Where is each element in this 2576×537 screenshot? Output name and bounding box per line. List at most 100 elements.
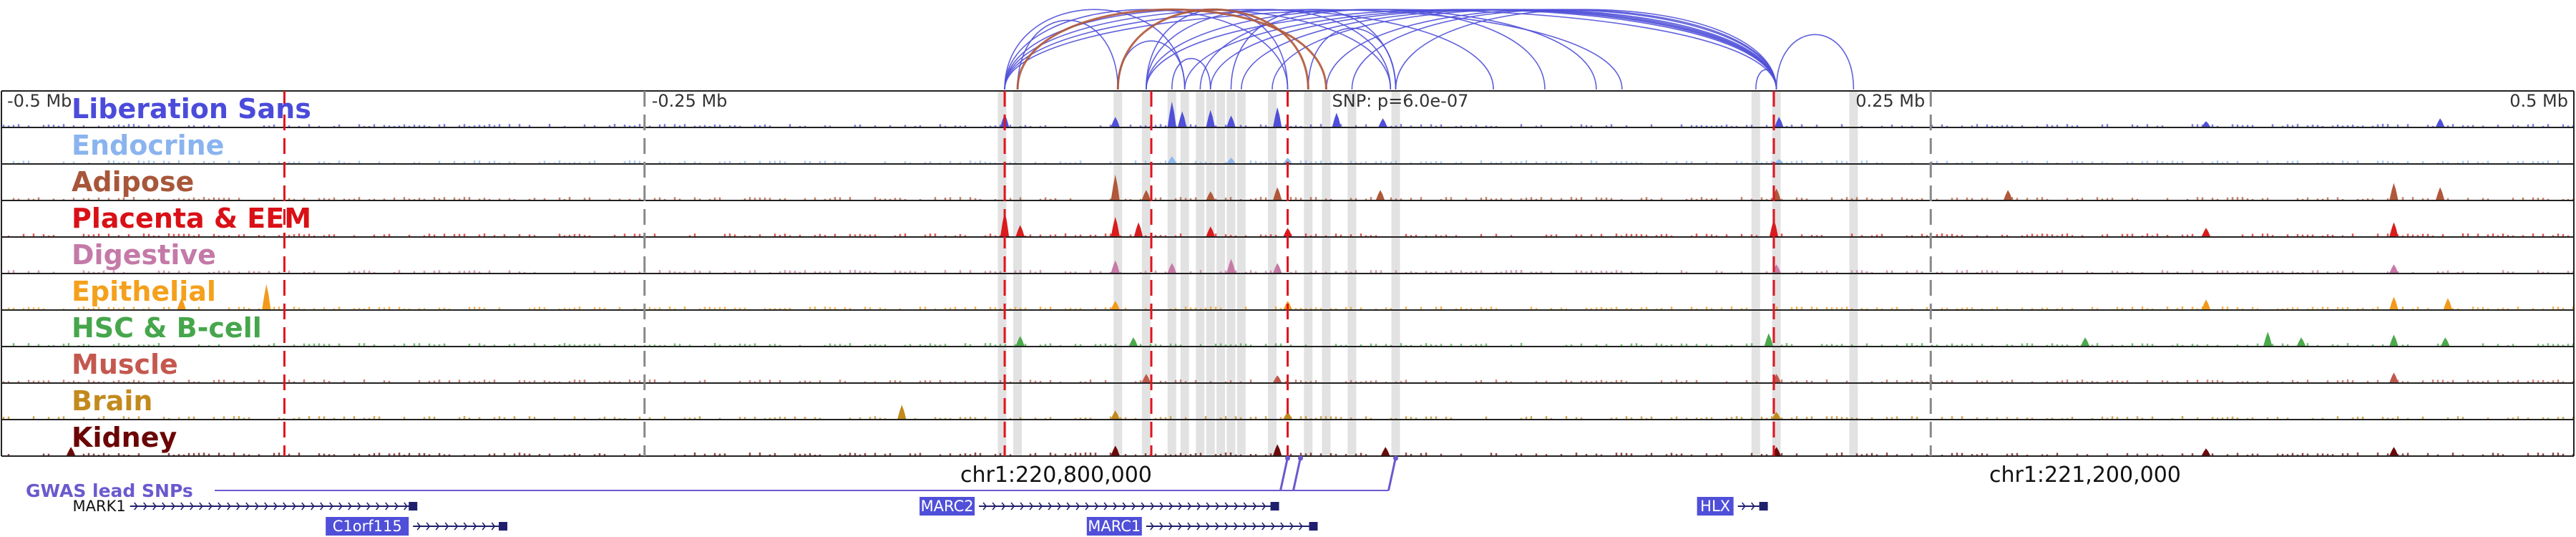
track-peak-3-8 xyxy=(2389,222,2399,236)
track-peak-3-6 xyxy=(1769,219,1778,236)
axis-tick-label-0: -0.5 Mb xyxy=(7,91,72,111)
track-peak-6-2 xyxy=(1764,333,1773,346)
loop-arc-blue-22 xyxy=(1395,9,1777,90)
track-noise-4 xyxy=(7,270,2575,273)
loop-arc-blue-4 xyxy=(1004,9,1623,90)
track-noise-8 xyxy=(2,416,2575,419)
track-peak-9-5 xyxy=(2201,448,2210,455)
gene-strand-arrows-0 xyxy=(134,502,408,511)
loop-arc-blue-0 xyxy=(1004,9,1186,90)
track-peak-5-6 xyxy=(2443,298,2452,309)
track-noise-6 xyxy=(12,343,2575,346)
track-noise-2 xyxy=(12,197,2575,200)
gene-exon-1 xyxy=(499,522,508,531)
gene-label-box-2 xyxy=(919,497,975,516)
track-peak-6-3 xyxy=(2080,337,2089,346)
chromatin-loop-arcs xyxy=(1004,8,1855,90)
track-peak-4-1 xyxy=(1167,263,1176,273)
track-peak-3-4 xyxy=(1206,226,1215,236)
track-peak-8-1 xyxy=(1111,410,1120,419)
track-peak-9-2 xyxy=(1273,444,1282,455)
gwas-lead-snps-label: GWAS lead SNPs xyxy=(26,480,193,501)
track-label-8: Brain xyxy=(72,385,152,417)
track-peak-2-8 xyxy=(2436,187,2445,200)
track-peak-0-1 xyxy=(1111,117,1120,127)
dashed-marker-lines xyxy=(283,91,1932,456)
loop-arc-blue-24 xyxy=(1775,34,1855,90)
gene-strand-arrows-3 xyxy=(1150,522,1303,531)
track-peak-6-0 xyxy=(1015,336,1025,346)
gwas-snp-dot-1 xyxy=(1297,455,1303,461)
track-peak-9-1 xyxy=(1111,445,1120,455)
track-peak-3-2 xyxy=(1111,216,1120,236)
track-peak-6-4 xyxy=(2263,332,2273,346)
gene-exon-2 xyxy=(1270,502,1279,511)
track-peak-0-2 xyxy=(1167,101,1176,127)
track-label-2: Adipose xyxy=(72,166,194,198)
track-label-9: Kidney xyxy=(72,422,177,453)
track-peak-4-5 xyxy=(2389,264,2399,273)
gwas-snp-dot-2 xyxy=(1392,455,1398,461)
gwas-snp-marker-0 xyxy=(1279,457,1289,491)
loop-arc-blue-21 xyxy=(1351,9,1777,90)
coordinate-label-0: chr1:220,800,000 xyxy=(960,463,1152,488)
gene-exon-0 xyxy=(409,502,418,511)
track-peak-2-6 xyxy=(2004,190,2013,200)
gene-exon-3 xyxy=(1309,522,1318,531)
track-peak-0-10 xyxy=(2201,121,2210,127)
loop-arc-blue-17 xyxy=(1240,9,1777,90)
loop-arc-brown-0 xyxy=(1016,8,1327,90)
loop-arc-brown-1 xyxy=(1116,8,1309,90)
snp-annotation: SNP: p=6.0e-07 xyxy=(1332,91,1469,111)
track-peak-1-3 xyxy=(1775,159,1784,163)
track-peak-5-5 xyxy=(2389,296,2399,309)
track-label-0: Liberation Sans xyxy=(72,93,311,125)
track-peak-3-7 xyxy=(2201,228,2210,236)
track-peak-4-2 xyxy=(1226,258,1236,273)
track-label-5: Epithelial xyxy=(72,276,216,307)
track-peak-0-11 xyxy=(2436,118,2445,127)
track-peak-5-4 xyxy=(2201,299,2210,309)
track-label-6: HSC & B-cell xyxy=(72,312,262,344)
loop-arc-blue-3 xyxy=(1004,9,1494,90)
track-peak-3-3 xyxy=(1133,222,1143,236)
track-peak-8-3 xyxy=(1772,412,1781,419)
gene-label-1: C1orf115 xyxy=(333,518,402,535)
track-peak-6-5 xyxy=(2296,337,2306,346)
loop-arc-blue-9 xyxy=(1145,9,1392,90)
axis-tick-label-3: 0.5 Mb xyxy=(2509,91,2568,111)
loop-arc-blue-10 xyxy=(1145,9,1597,90)
gene-strand-arrows-1 xyxy=(416,522,496,531)
track-label-3: Placenta & EEM xyxy=(72,203,311,234)
track-peak-0-6 xyxy=(1273,107,1282,127)
track-peak-2-7 xyxy=(2389,183,2399,200)
track-peak-9-3 xyxy=(1381,447,1390,455)
gene-label-2: MARC2 xyxy=(921,498,974,515)
track-peak-2-4 xyxy=(1375,190,1385,200)
track-peak-0-5 xyxy=(1226,115,1236,127)
track-label-1: Endocrine xyxy=(72,130,224,161)
track-label-4: Digestive xyxy=(72,239,216,271)
track-peak-8-2 xyxy=(1283,412,1292,419)
track-noise-9 xyxy=(7,453,2575,455)
loop-arc-blue-12 xyxy=(1171,57,1211,90)
loop-arc-blue-20 xyxy=(1325,9,1777,90)
coordinate-label-1: chr1:221,200,000 xyxy=(1989,463,2181,488)
track-peak-5-0 xyxy=(177,298,186,309)
track-noise-3 xyxy=(7,233,2570,236)
track-peak-1-0 xyxy=(1167,156,1176,163)
signal-tracks xyxy=(1,90,2575,457)
gwas-snp-dot-0 xyxy=(1285,455,1290,461)
track-peak-9-0 xyxy=(67,447,76,455)
track-labels: Liberation Sans Endocrine Adipose Placenta … xyxy=(72,93,311,453)
track-peak-0-9 xyxy=(1775,117,1784,127)
gene-strand-arrows-2 xyxy=(982,502,1267,511)
track-peak-6-1 xyxy=(1128,337,1138,346)
track-peak-1-1 xyxy=(1226,158,1236,163)
track-peak-3-5 xyxy=(1283,228,1292,236)
axis-tick-label-1: -0.25 Mb xyxy=(652,91,728,111)
axis-annotations: -0.5 Mb -0.25 Mb 0.25 Mb 0.5 Mb SNP: p=6.0e-… xyxy=(7,91,2568,111)
gene-label-box-4 xyxy=(1697,497,1734,516)
track-peak-2-2 xyxy=(1206,191,1215,200)
